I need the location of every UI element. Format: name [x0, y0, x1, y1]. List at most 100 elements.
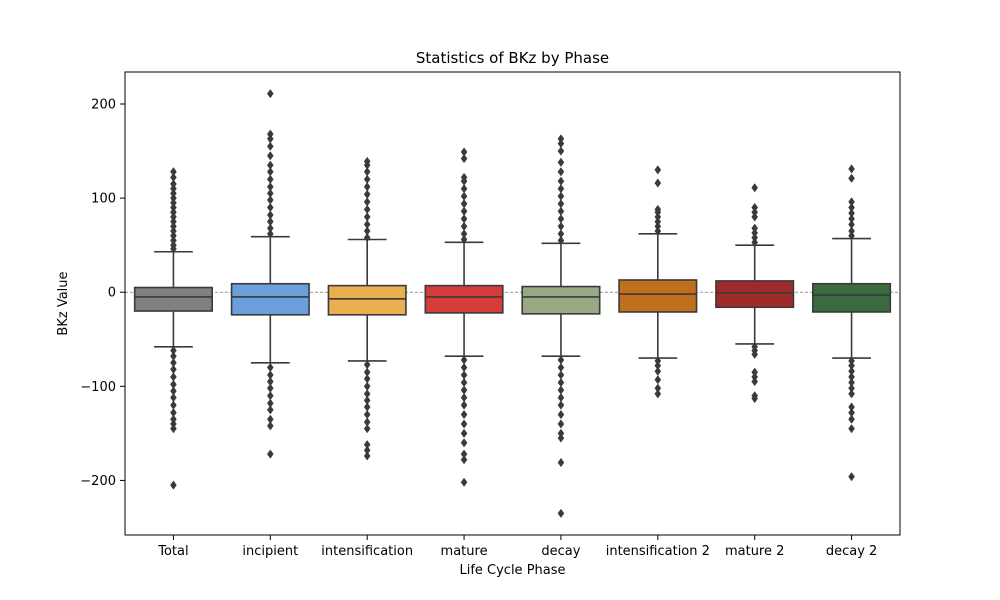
outlier-point: [363, 182, 371, 192]
outlier-point: [266, 229, 274, 239]
outlier-point: [266, 134, 274, 144]
outlier-point: [460, 428, 468, 438]
outlier-point: [751, 232, 759, 243]
outlier-point: [460, 214, 468, 224]
x-axis-label: Life Cycle Phase: [459, 563, 565, 578]
outlier-point: [170, 212, 177, 222]
outlier-point: [266, 160, 274, 170]
outlier-point: [557, 229, 565, 239]
outlier-point: [751, 202, 759, 213]
iqr-box: [521, 285, 601, 315]
outlier-point: [170, 202, 177, 213]
outlier-point: [557, 221, 565, 231]
outlier-point: [266, 217, 274, 227]
plot-area: Total incipient intensification mature decay…: [80, 71, 901, 559]
outlier-point: [848, 173, 855, 183]
outlier-point: [266, 188, 274, 199]
box-group-mature-2: mature 2: [715, 183, 795, 559]
outlier-point: [266, 182, 274, 192]
outlier-point: [460, 438, 468, 448]
y-tick-label: 100: [91, 192, 116, 207]
outlier-point: [266, 202, 274, 213]
outlier-point: [848, 231, 855, 241]
outlier-point: [266, 167, 274, 177]
outlier-point: [557, 184, 565, 194]
outlier-point: [751, 237, 759, 247]
outlier-point: [848, 164, 855, 174]
iqr-box: [327, 284, 407, 316]
outlier-point: [363, 197, 371, 207]
y-tick-label: 0: [108, 286, 116, 301]
outlier-point: [751, 393, 759, 404]
outlier-point: [460, 184, 468, 194]
outlier-point: [363, 204, 371, 215]
outlier-point: [363, 451, 371, 461]
outlier-point: [460, 153, 468, 164]
outlier-point: [363, 156, 371, 167]
outlier-point: [751, 228, 759, 238]
box-group-incipient: incipient: [230, 89, 310, 559]
outlier-point: [848, 214, 855, 224]
outlier-point: [266, 195, 274, 205]
outlier-point: [848, 197, 855, 207]
iqr-box: [812, 282, 892, 313]
x-tick-label: mature 2: [725, 544, 784, 559]
outlier-point: [654, 178, 662, 188]
outlier-point: [363, 174, 371, 184]
outlier-point: [460, 234, 468, 245]
outlier-point: [751, 183, 759, 193]
outlier-point: [848, 389, 855, 399]
outlier-point: [557, 214, 565, 224]
y-tick-label: 200: [91, 97, 116, 112]
outlier-point: [460, 455, 468, 465]
outlier-point: [266, 129, 274, 139]
outlier-point: [654, 389, 662, 399]
outlier-point: [654, 375, 662, 385]
outlier-point: [848, 414, 855, 424]
outlier-point: [557, 146, 565, 156]
outlier-point: [654, 221, 662, 231]
outlier-point: [557, 419, 565, 429]
outlier-point: [460, 400, 468, 410]
outlier-point: [170, 226, 177, 236]
x-tick-label: incipient: [242, 544, 298, 559]
outlier-point: [170, 221, 177, 231]
x-tick-label: intensification: [321, 544, 413, 559]
outlier-point: [848, 226, 855, 236]
y-tick-label: −200: [80, 474, 116, 489]
outlier-point: [557, 409, 565, 420]
x-tick-label: decay 2: [826, 544, 877, 559]
outlier-point: [654, 217, 662, 227]
outlier-point: [460, 221, 468, 231]
outlier-point: [848, 202, 855, 213]
outlier-point: [363, 212, 371, 222]
outlier-point: [460, 419, 468, 429]
outlier-point: [848, 472, 855, 482]
outlier-point: [363, 189, 371, 199]
outlier-point: [460, 147, 468, 157]
chart-title: Statistics of BKz by Phase: [416, 49, 609, 67]
outlier-point: [170, 231, 177, 241]
outlier-point: [266, 141, 274, 151]
iqr-box: [230, 282, 310, 316]
outlier-point: [363, 424, 371, 434]
outlier-point: [266, 405, 274, 415]
outlier-point: [848, 219, 855, 230]
box-group-mature: mature: [424, 147, 504, 559]
outlier-point: [170, 424, 177, 434]
outlier-point: [557, 206, 565, 216]
outlier-point: [266, 449, 274, 459]
outlier-point: [557, 167, 565, 177]
outlier-point: [751, 212, 759, 222]
iqr-box: [715, 280, 795, 309]
y-tick-label: −100: [80, 380, 116, 395]
outlier-point: [751, 207, 759, 217]
outlier-point: [170, 217, 177, 227]
outlier-point: [170, 184, 177, 194]
outlier-point: [363, 167, 371, 177]
outlier-point: [654, 212, 662, 222]
outlier-point: [460, 229, 468, 239]
x-tick-label: Total: [157, 544, 188, 559]
outlier-point: [170, 167, 177, 177]
outlier-point: [460, 172, 468, 183]
